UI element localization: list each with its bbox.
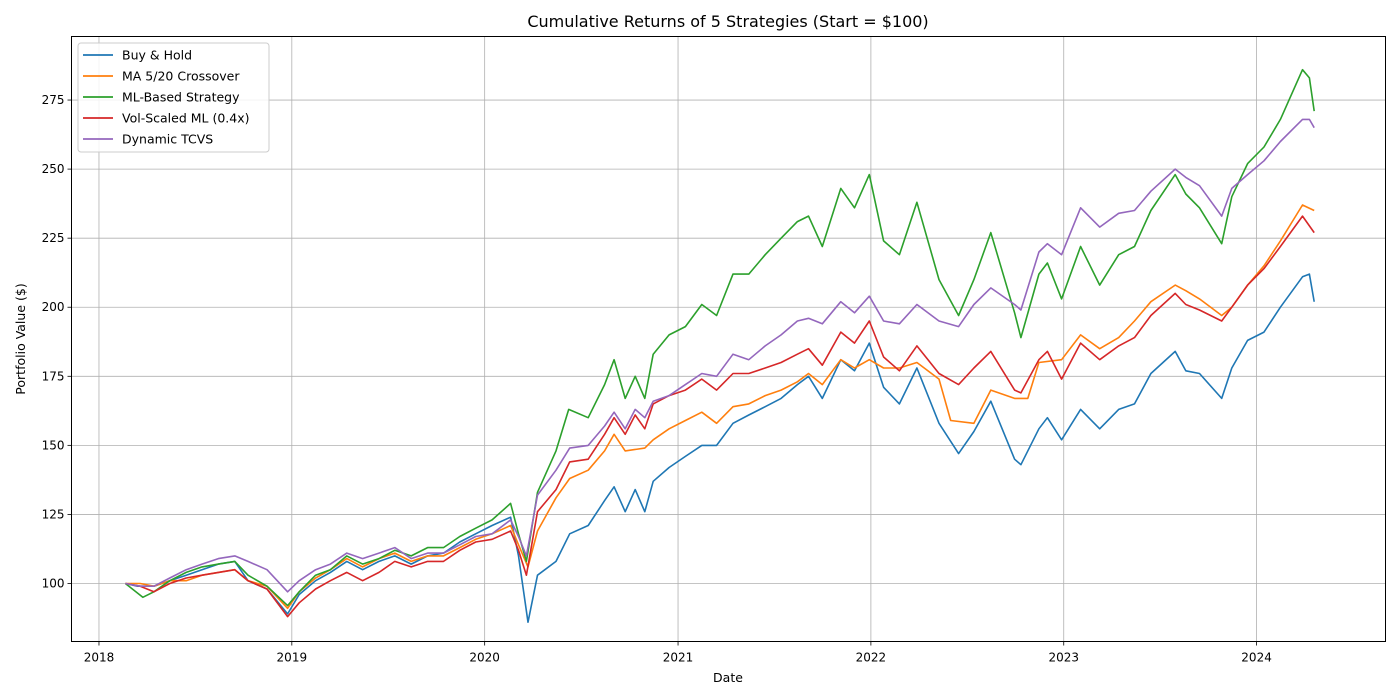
legend-entry: MA 5/20 Crossover (122, 69, 240, 84)
legend-entry: Dynamic TCVS (122, 132, 213, 147)
plot-frame (71, 36, 1386, 642)
legend-entry: ML-Based Strategy (122, 90, 240, 105)
legend-entry: Buy & Hold (122, 48, 192, 63)
plot-area (71, 36, 1386, 642)
y-tick-label: 100 (42, 576, 65, 590)
series-line-1 (125, 273, 1315, 624)
x-tick-label: 2018 (84, 651, 115, 665)
y-tick-label: 225 (42, 231, 65, 245)
x-tick-label: 2019 (277, 651, 308, 665)
chart-title: Cumulative Returns of 5 Strategies (Star… (527, 12, 928, 31)
y-tick-label: 250 (42, 162, 65, 176)
series-layer (124, 68, 1315, 624)
x-tick-label: 2022 (856, 651, 887, 665)
series-line-2 (125, 204, 1315, 610)
series-line-4 (125, 215, 1315, 618)
y-tick-label: 275 (42, 93, 65, 107)
legend: Buy & Hold MA 5/20 Crossover ML-Based Stra… (77, 42, 270, 153)
legend-entry: Vol-Scaled ML (0.4x) (122, 111, 250, 126)
y-tick-label: 175 (42, 369, 65, 383)
y-tick-label: 200 (42, 300, 65, 314)
x-axis-label: Date (713, 670, 743, 685)
y-axis-ticks: 100 125 150 175 200 225 250 275 (42, 93, 72, 590)
series-line-3 (124, 68, 1315, 607)
y-tick-label: 125 (42, 507, 65, 521)
x-tick-label: 2024 (1241, 651, 1272, 665)
series-line-5 (125, 118, 1315, 593)
x-tick-label: 2021 (663, 651, 694, 665)
x-tick-label: 2023 (1048, 651, 1079, 665)
x-tick-label: 2020 (469, 651, 500, 665)
y-axis-label: Portfolio Value ($) (13, 283, 28, 394)
grid-lines (71, 36, 1386, 642)
y-tick-label: 150 (42, 438, 65, 452)
legend-box (77, 42, 270, 153)
x-axis-ticks: 2018 2019 2020 2021 2022 2023 2024 (84, 641, 1272, 665)
